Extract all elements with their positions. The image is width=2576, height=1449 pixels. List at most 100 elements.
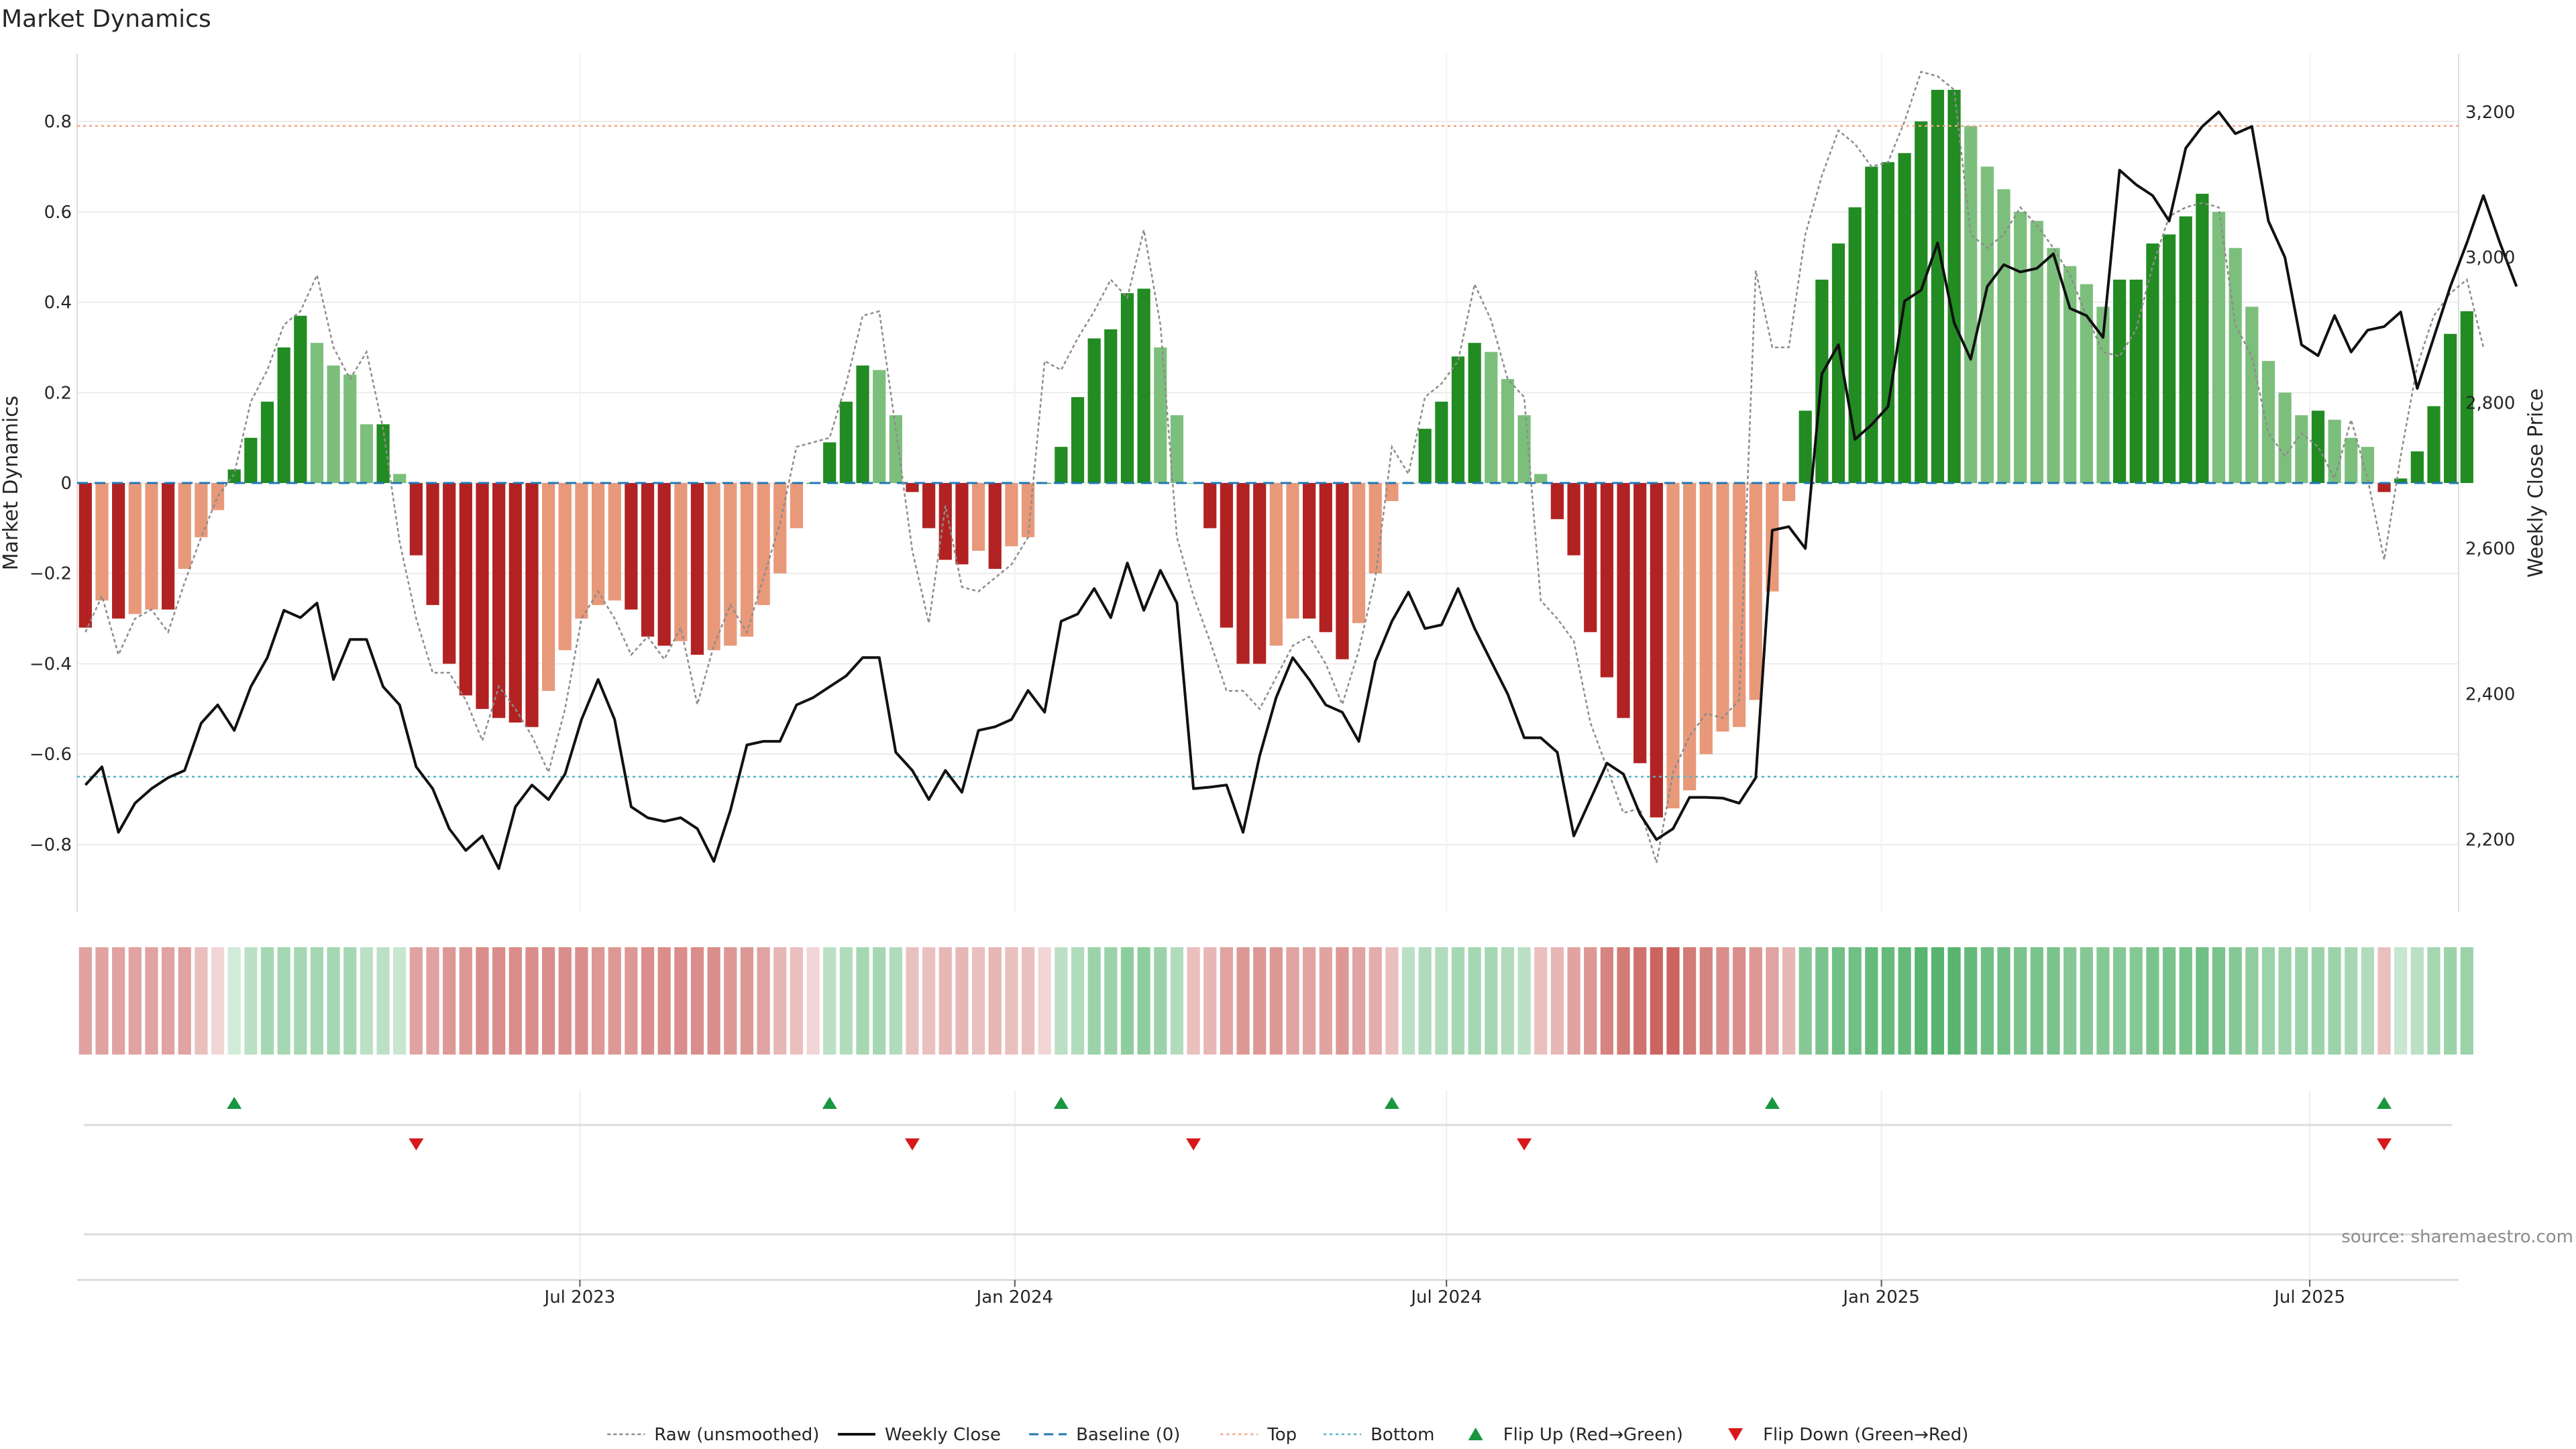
legend-label: Baseline (0) — [1076, 1425, 1180, 1445]
regime-cell — [1799, 947, 1812, 1055]
dynamics-bar — [195, 483, 208, 537]
regime-cell — [1368, 947, 1382, 1055]
dynamics-bar — [2196, 193, 2209, 483]
dynamics-bar — [376, 424, 390, 483]
regime-cell — [1385, 947, 1399, 1055]
dynamics-bars — [78, 89, 2473, 818]
regime-cell — [1120, 947, 1134, 1055]
regime-cell — [1584, 947, 1597, 1055]
regime-cell — [2427, 947, 2440, 1055]
dynamics-bar — [2444, 333, 2457, 483]
legend-label: Raw (unsmoothed) — [654, 1425, 819, 1445]
regime-cell — [1947, 947, 1961, 1055]
series-lines — [84, 70, 2518, 870]
dynamics-bar — [145, 483, 158, 610]
dynamics-bar — [1716, 483, 1729, 732]
dynamics-bar — [409, 483, 423, 555]
regime-cell — [161, 947, 175, 1055]
regime-cell — [2096, 947, 2110, 1055]
regime-cell — [1336, 947, 1349, 1055]
dynamics-bar — [1831, 243, 1845, 483]
regime-cell — [1964, 947, 1978, 1055]
dynamics-bar — [2063, 266, 2077, 483]
left-axis-ticks: −0.8 −0.6 −0.4 −0.2 0 0.2 0.4 0.6 0.8 — [30, 112, 72, 855]
legend-label: Flip Up (Red→Green) — [1503, 1425, 1683, 1445]
dynamics-bar — [1104, 329, 1118, 483]
regime-cell — [2179, 947, 2192, 1055]
regime-cell — [2394, 947, 2408, 1055]
regime-cell — [95, 947, 109, 1055]
regime-cell — [641, 947, 655, 1055]
regime-cell — [1716, 947, 1729, 1055]
dynamics-bar — [2261, 361, 2275, 483]
regime-cell — [1633, 947, 1647, 1055]
dynamics-bar — [2229, 248, 2242, 483]
regime-cell — [1170, 947, 1184, 1055]
dynamics-bar — [1303, 483, 1316, 619]
regime-cell — [227, 947, 241, 1055]
regime-cell — [1501, 947, 1515, 1055]
dynamics-bar — [2361, 447, 2375, 483]
dynamics-bar — [2278, 392, 2292, 483]
dynamics-bar — [575, 483, 588, 619]
dynamics-bar — [541, 483, 555, 691]
regime-cell — [1303, 947, 1316, 1055]
dynamics-bar — [690, 483, 704, 655]
dynamics-bar — [2030, 221, 2043, 483]
regime-cell — [724, 947, 737, 1055]
regime-cell — [1567, 947, 1580, 1055]
dynamics-bar — [277, 347, 290, 483]
left-tick-label: 0.8 — [44, 112, 72, 132]
regime-cell — [839, 947, 853, 1055]
regime-cell — [1005, 947, 1018, 1055]
right-tick-label: 2,800 — [2465, 394, 2515, 414]
regime-cell — [707, 947, 720, 1055]
regime-cell — [889, 947, 902, 1055]
weekly-close-line — [84, 110, 2518, 870]
regime-cell — [1749, 947, 1762, 1055]
regime-cell — [690, 947, 704, 1055]
regime-cell — [112, 947, 125, 1055]
regime-cell — [1699, 947, 1713, 1055]
dynamics-bar — [1534, 474, 1548, 483]
dynamics-bar — [2394, 478, 2408, 483]
regime-cell — [856, 947, 869, 1055]
dynamics-bar — [740, 483, 754, 637]
dynamics-bar — [1666, 483, 1680, 809]
regime-cell — [575, 947, 588, 1055]
x-tick-label: Jul 2024 — [1409, 1287, 1482, 1307]
dynamics-bar — [1964, 125, 1978, 483]
regime-cell — [1517, 947, 1531, 1055]
regime-cell — [1137, 947, 1150, 1055]
dynamics-bar — [95, 483, 109, 601]
regime-cell — [409, 947, 423, 1055]
regime-cell — [1881, 947, 1895, 1055]
dynamics-bar — [1650, 483, 1663, 818]
dynamics-bar — [1683, 483, 1697, 791]
dynamics-bar — [724, 483, 737, 646]
dynamics-bar — [2113, 279, 2127, 483]
regime-cell — [1600, 947, 1613, 1055]
dynamics-bar — [2047, 248, 2060, 483]
dynamics-bar — [2245, 307, 2259, 483]
flip-up-marker — [227, 1097, 242, 1109]
regime-cell — [1732, 947, 1746, 1055]
regime-cell — [492, 947, 506, 1055]
regime-cell — [2361, 947, 2375, 1055]
regime-cell — [740, 947, 754, 1055]
x-tick-label: Jan 2025 — [1841, 1287, 1920, 1307]
regime-cell — [2047, 947, 2060, 1055]
left-tick-label: 0 — [60, 474, 72, 494]
regime-cell — [2444, 947, 2457, 1055]
dynamics-bar — [492, 483, 506, 718]
dynamics-bar — [938, 483, 952, 560]
dynamics-bar — [707, 483, 720, 651]
regime-cell — [1187, 947, 1200, 1055]
dynamics-bar — [558, 483, 572, 651]
dynamics-bar — [1451, 356, 1465, 483]
regime-cell — [773, 947, 787, 1055]
dynamics-bar — [955, 483, 969, 565]
dynamics-bar — [1865, 166, 1878, 483]
dynamics-bar — [2179, 216, 2192, 483]
dynamics-bar — [294, 315, 307, 483]
